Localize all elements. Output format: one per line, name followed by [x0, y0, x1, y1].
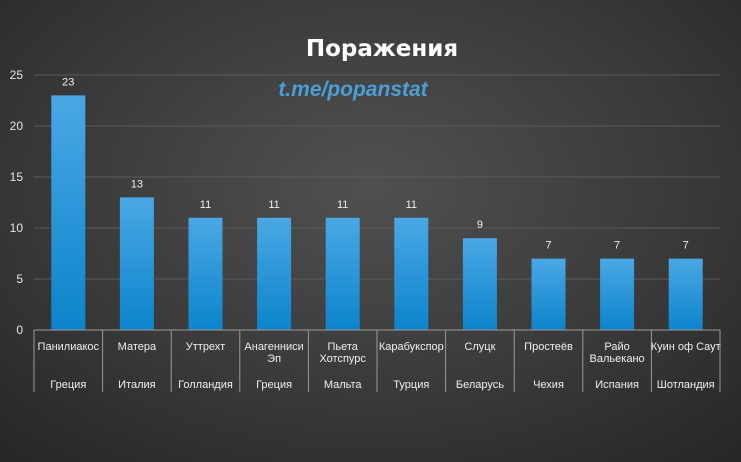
- category-label: Матера: [118, 341, 157, 353]
- data-label: 11: [337, 199, 348, 211]
- x-axis: Панилиакос Греция Матера Италия Уттрехт Голла…: [33, 329, 721, 392]
- data-label: 11: [200, 199, 211, 211]
- y-tick-label: 20: [10, 119, 24, 133]
- bar: [188, 217, 223, 330]
- bar: [394, 217, 429, 330]
- category-country-label: Шотландия: [657, 379, 715, 391]
- data-label: 7: [545, 240, 551, 252]
- category-country-label: Греция: [256, 379, 292, 391]
- bar: [668, 258, 703, 330]
- category-label: Пьета: [327, 341, 358, 353]
- bar: [531, 258, 566, 330]
- bar: [462, 238, 497, 330]
- bar: [51, 95, 86, 331]
- category-label: Уттрехт: [186, 341, 225, 353]
- data-label: 13: [131, 178, 143, 190]
- category-country-label: Голландия: [178, 379, 233, 391]
- category-country-label: Греция: [50, 379, 86, 391]
- category-label: Хотспурс: [319, 353, 366, 365]
- bars: [51, 95, 703, 331]
- bar: [257, 217, 292, 330]
- y-tick-label: 25: [10, 68, 24, 82]
- category-label: Вальекано: [590, 353, 645, 365]
- data-labels: 23 13 11 11 11 11 9 7 7 7: [62, 76, 689, 251]
- chart-title: Поражения: [306, 36, 458, 62]
- bar: [325, 217, 360, 330]
- category-country-label: Чехия: [533, 379, 564, 391]
- category-country-label: Турция: [393, 379, 429, 391]
- data-label: 9: [477, 219, 483, 231]
- data-label: 11: [406, 199, 417, 211]
- category-country-label: Италия: [118, 379, 156, 391]
- category-label: Райо: [604, 341, 629, 353]
- y-tick-label: 0: [16, 323, 23, 337]
- data-label: 11: [268, 199, 279, 211]
- category-country-label: Беларусь: [456, 379, 504, 391]
- y-tick-label: 5: [16, 272, 23, 286]
- y-tick-label: 10: [10, 221, 24, 235]
- data-label: 23: [62, 76, 74, 88]
- data-label: 7: [683, 240, 689, 252]
- bar: [600, 258, 635, 330]
- category-label: Куин оф Саут: [651, 341, 721, 353]
- category-label: Панилиакос: [38, 341, 100, 353]
- category-label: Эп: [267, 353, 281, 365]
- category-label: Слуцк: [464, 341, 495, 353]
- y-tick-label: 15: [10, 170, 24, 184]
- bar: [119, 197, 154, 330]
- data-label: 7: [614, 240, 620, 252]
- category-country-label: Мальта: [324, 379, 363, 391]
- watermark: t.me/popanstat: [278, 78, 428, 101]
- category-label: Карабукспор: [379, 341, 444, 353]
- category-label: Анагенниси: [244, 341, 303, 353]
- category-country-label: Испания: [595, 379, 639, 391]
- y-axis: 0 5 10 15 20 25: [10, 68, 24, 337]
- category-label: Простеёв: [524, 341, 573, 353]
